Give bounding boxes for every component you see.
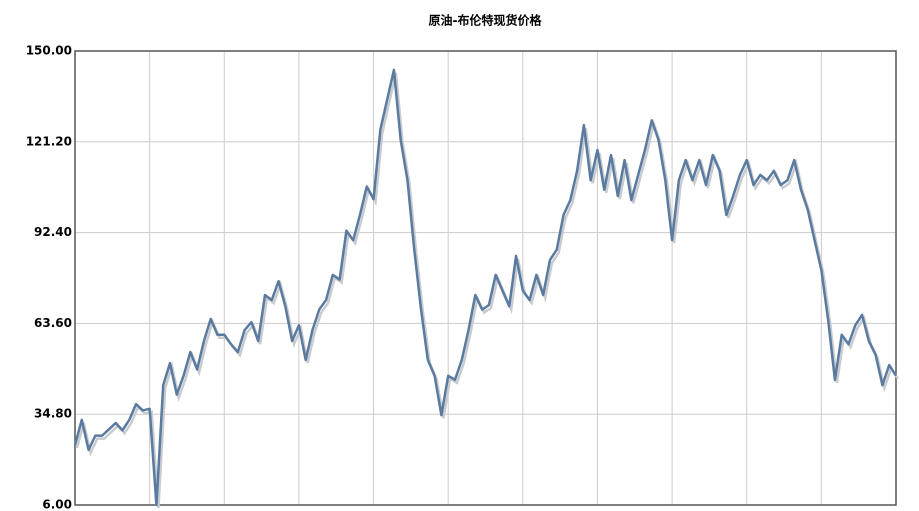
y-tick-label: 92.40: [34, 225, 72, 239]
plot-frame: [74, 50, 897, 506]
line: [73, 68, 898, 507]
y-tick-label: 150.00: [26, 44, 72, 58]
y-tick-label: 6.00: [42, 498, 72, 511]
y-tick-label: 63.60: [34, 316, 72, 330]
y-tick-label: 34.80: [34, 407, 72, 421]
chart-title: 原油-布伦特现货价格: [429, 13, 543, 28]
y-tick-label: 121.20: [26, 134, 72, 148]
